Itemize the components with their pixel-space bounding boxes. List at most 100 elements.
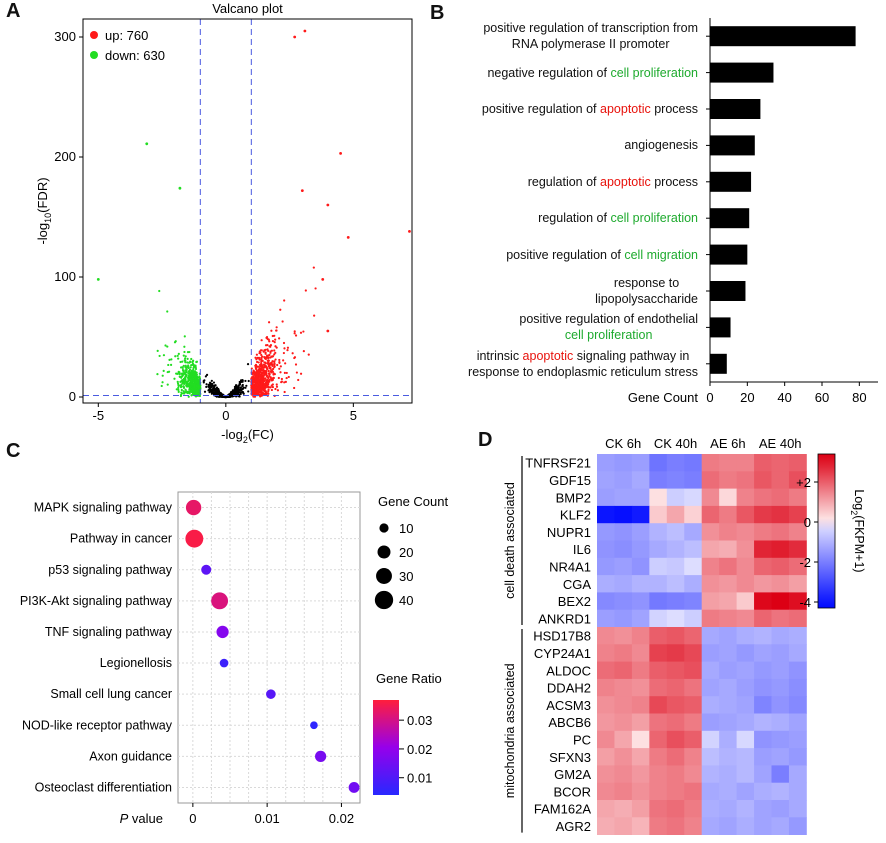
heatmap-cell	[666, 748, 685, 766]
heatmap-cell	[754, 644, 772, 662]
heatmap-cell	[736, 592, 755, 611]
heatmap-cell	[684, 800, 703, 818]
ns-point	[238, 381, 242, 384]
heatmap-cell	[719, 488, 737, 507]
heatmap-cell	[597, 748, 615, 766]
column-header: AE 6h	[710, 436, 745, 451]
heatmap-cell	[614, 661, 633, 680]
heatmap-cell	[719, 505, 737, 524]
heatmap-cell	[666, 627, 685, 645]
heatmap-cell	[684, 540, 703, 559]
heatmap-cell	[771, 505, 790, 524]
heatmap-cell	[649, 817, 668, 835]
heatmap-cell	[666, 471, 685, 489]
heatmap-cell	[614, 765, 633, 784]
heatmap-cell	[736, 488, 755, 507]
heatmap-cell	[666, 609, 685, 628]
heatmap-cell	[597, 713, 615, 732]
heatmap-cell	[754, 730, 772, 749]
heatmap-cell	[736, 471, 755, 489]
heatmap-cell	[754, 523, 772, 541]
row-label: SFXN3	[549, 750, 591, 765]
heatmap-cell	[597, 505, 615, 524]
heatmap-cell	[649, 523, 668, 541]
heatmap-cell	[614, 713, 633, 732]
heatmap-cell	[736, 713, 755, 732]
colorbar-label: 0	[804, 515, 811, 530]
heatmap-cell	[649, 592, 668, 611]
heatmap-cell	[788, 800, 807, 818]
heatmap-cell	[614, 644, 633, 662]
heatmap-cell	[649, 765, 668, 784]
heatmap-cell	[666, 505, 685, 524]
heatmap-cell	[771, 713, 790, 732]
heatmap-cell	[597, 782, 615, 801]
heatmap-cell	[666, 540, 685, 559]
heatmap-cell	[719, 730, 737, 749]
heatmap-cell	[701, 523, 720, 541]
heatmap-cell	[771, 592, 790, 611]
heatmap-cells	[597, 454, 807, 835]
heatmap-cell	[666, 575, 685, 593]
row-label: BMP2	[556, 490, 591, 505]
heatmap-cell	[631, 471, 650, 489]
heatmap-cell	[597, 627, 615, 645]
row-label: NUPR1	[547, 525, 591, 540]
heatmap-cell	[597, 661, 615, 680]
heatmap-cell	[614, 592, 633, 611]
heatmap-cell	[631, 782, 650, 801]
heatmap-cell	[631, 557, 650, 576]
colorbar-label: -4	[799, 595, 811, 610]
heatmap-cell	[701, 661, 720, 680]
heatmap-cell	[754, 661, 772, 680]
heatmap-cell	[788, 575, 807, 593]
heatmap-cell	[684, 713, 703, 732]
ns-point	[215, 386, 219, 389]
heatmap-cell	[719, 454, 737, 472]
heatmap-cell	[754, 748, 772, 766]
heatmap-cell	[597, 575, 615, 593]
heatmap-cell	[649, 782, 668, 801]
heatmap-cell	[649, 748, 668, 766]
ns-point	[244, 379, 247, 383]
panel-label-b: B	[430, 2, 445, 24]
heatmap-cell	[701, 505, 720, 524]
heatmap-cell	[754, 488, 772, 507]
heatmap-cell	[719, 782, 737, 801]
ns-point	[211, 382, 214, 386]
heatmap-cell	[719, 471, 737, 489]
heatmap-cell	[754, 592, 772, 611]
heatmap-cell	[701, 471, 720, 489]
heatmap-cell	[771, 817, 790, 835]
heatmap-cell	[631, 765, 650, 784]
heatmap-cell	[736, 782, 755, 801]
heatmap-cell	[684, 748, 703, 766]
heatmap-cell	[649, 454, 668, 472]
ns-point	[234, 384, 238, 387]
heatmap-cell	[631, 627, 650, 645]
heatmap-cell	[649, 609, 668, 628]
heatmap-cell	[754, 540, 772, 559]
ns-point	[244, 386, 247, 389]
ns-point	[207, 385, 210, 388]
row-label: DDAH2	[547, 681, 591, 696]
heatmap-cell	[597, 644, 615, 662]
heatmap-cell	[614, 523, 633, 541]
heatmap-cell	[701, 488, 720, 507]
row-label: ABCB6	[548, 715, 591, 730]
heatmap-cell	[614, 557, 633, 576]
heatmap-cell	[719, 609, 737, 628]
heatmap-cell	[631, 609, 650, 628]
row-label: IL6	[573, 542, 591, 557]
heatmap-cell	[701, 782, 720, 801]
heatmap-cell	[614, 471, 633, 489]
heatmap-cell	[754, 575, 772, 593]
heatmap-cell	[614, 696, 633, 714]
heatmap-cell	[666, 557, 685, 576]
heatmap-cell	[701, 817, 720, 835]
heatmap-cell	[754, 713, 772, 732]
heatmap-cell	[649, 505, 668, 524]
heatmap-cell	[614, 782, 633, 801]
heatmap-cell	[614, 817, 633, 835]
